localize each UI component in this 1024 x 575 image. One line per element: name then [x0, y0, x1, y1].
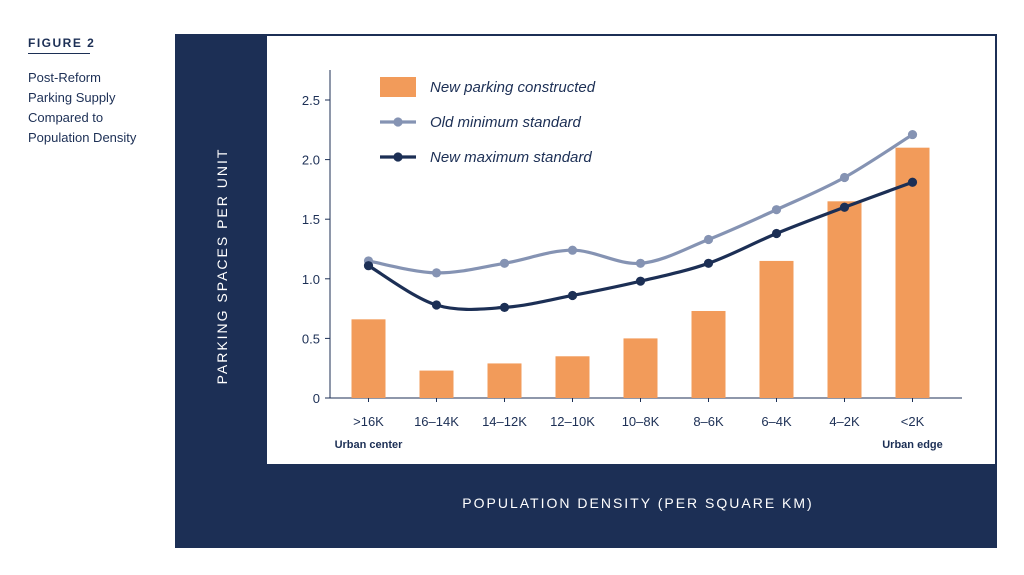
- y-tick-label: 2.5: [302, 93, 320, 108]
- x-tick-label: 16–14K: [414, 414, 459, 429]
- bar: [827, 201, 862, 398]
- y-tick-label: 1.5: [302, 212, 320, 227]
- y-tick-label: 0: [313, 391, 320, 406]
- x-tick-label: 14–12K: [482, 414, 527, 429]
- figure-label: FIGURE 2: [28, 36, 96, 50]
- series-point: [635, 258, 646, 268]
- figure-label-underline: [28, 53, 90, 54]
- bar: [419, 370, 454, 398]
- figure-caption-line: Compared to: [28, 110, 104, 125]
- x-tick-label: 6–4K: [761, 414, 792, 429]
- bar: [555, 356, 590, 398]
- series-point: [499, 302, 510, 313]
- legend-marker: [393, 117, 403, 127]
- series-point: [907, 177, 918, 187]
- series-point: [839, 202, 850, 212]
- y-tick-label: 1.0: [302, 272, 320, 287]
- bar: [623, 338, 658, 398]
- legend-label: Old minimum standard: [430, 114, 582, 131]
- series-point: [907, 129, 918, 140]
- x-tick-label: 12–10K: [550, 414, 595, 429]
- figure-caption-line: Population Density: [28, 130, 137, 145]
- x-tick-label: 8–6K: [693, 414, 724, 429]
- figure-caption-line: Post-Reform: [28, 70, 101, 85]
- series-point: [567, 290, 578, 301]
- bar: [759, 260, 794, 398]
- x-tick-label: 10–8K: [622, 414, 660, 429]
- figure-caption-line: Parking Supply: [28, 90, 116, 105]
- series-point: [567, 245, 578, 255]
- x-tick-label: >16K: [353, 414, 384, 429]
- series-point: [431, 268, 442, 278]
- bar: [895, 147, 930, 398]
- series-point: [363, 261, 374, 271]
- series-point: [635, 276, 646, 286]
- y-tick-label: 0.5: [302, 331, 320, 346]
- figure-caption: Post-Reform Parking Supply Compared to P…: [28, 68, 168, 148]
- legend-label: New parking constructed: [430, 79, 596, 96]
- series-point: [703, 258, 714, 268]
- legend-swatch: [380, 77, 416, 97]
- x-tick-sublabel: Urban edge: [882, 439, 943, 451]
- series-point: [499, 258, 510, 268]
- series-point: [703, 234, 714, 245]
- legend-marker: [393, 152, 403, 162]
- x-tick-sublabel: Urban center: [335, 439, 404, 451]
- series-point: [839, 172, 850, 183]
- series-point: [771, 228, 782, 239]
- bar: [487, 363, 522, 398]
- bar: [351, 319, 386, 398]
- y-tick-label: 2.0: [302, 153, 320, 168]
- series-point: [431, 300, 442, 310]
- x-axis-label: POPULATION DENSITY (PER SQUARE KM): [462, 495, 814, 511]
- x-tick-label: <2K: [901, 414, 925, 429]
- x-tick-label: 4–2K: [829, 414, 860, 429]
- series-point: [771, 205, 782, 215]
- legend-label: New maximum standard: [430, 149, 592, 166]
- bar: [691, 310, 726, 398]
